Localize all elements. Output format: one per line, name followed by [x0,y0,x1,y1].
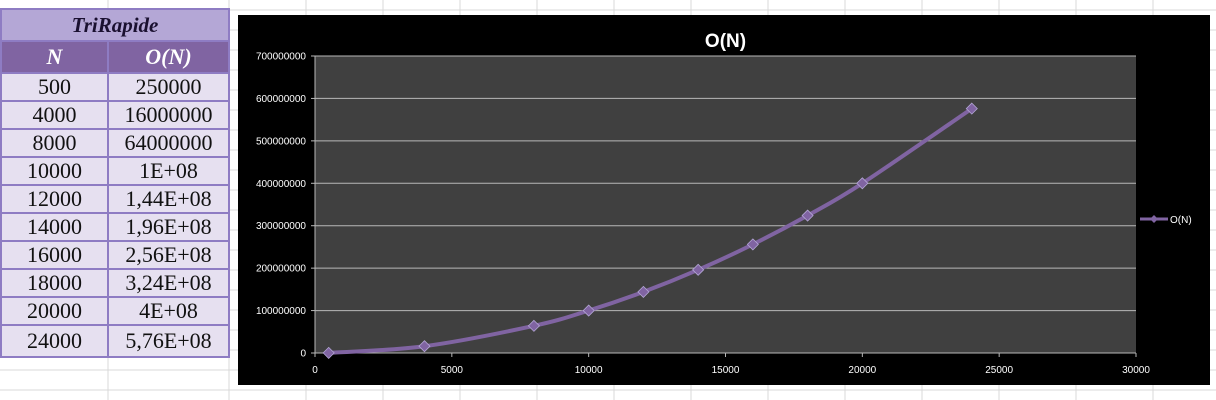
table-row: 8000 64000000 [0,128,230,158]
data-point-marker [637,285,650,298]
cell-o-n: 1,96E+08 [107,212,230,242]
cell-n: 10000 [0,156,109,186]
x-tick-label: 25000 [985,365,1013,376]
y-tick-label: 200000000 [256,264,306,275]
x-tick-label: 30000 [1122,365,1150,376]
data-point-marker [527,319,540,332]
chart-area[interactable]: O(N) 0 100000000 200000000 300000000 40000000… [238,15,1210,385]
data-point-marker [418,340,431,353]
data-point-marker [856,177,869,190]
cell-n: 12000 [0,184,109,214]
cell-o-n: 5,76E+08 [107,324,230,358]
trirapide-table: TriRapide N O(N) 500 250000 4000 1600000… [0,8,230,358]
cell-o-n: 250000 [107,72,230,102]
cell-n: 16000 [0,240,109,270]
header-n: N [0,40,109,74]
cell-o-n: 2,56E+08 [107,240,230,270]
header-o-n: O(N) [107,40,230,74]
line-chart: O(N) 0 100000000 200000000 300000000 40000000… [256,31,1192,376]
table-row: 10000 1E+08 [0,156,230,186]
y-tick-label: 600000000 [256,94,306,105]
x-tick-label: 5000 [441,365,464,376]
y-tick-label: 300000000 [256,221,306,232]
cell-n: 14000 [0,212,109,242]
data-point-marker [746,238,759,251]
cell-n: 18000 [0,268,109,298]
x-tick-label: 10000 [575,365,603,376]
legend-label: O(N) [1170,215,1192,226]
cell-n: 500 [0,72,109,102]
table-row: 500 250000 [0,72,230,102]
chart-title: O(N) [705,31,746,52]
cell-n: 4000 [0,100,109,130]
table-row: 16000 2,56E+08 [0,240,230,270]
table-row: 14000 1,96E+08 [0,212,230,242]
cell-o-n: 16000000 [107,100,230,130]
cell-o-n: 3,24E+08 [107,268,230,298]
cell-o-n: 1,44E+08 [107,184,230,214]
cell-n: 20000 [0,296,109,326]
x-tick-label: 20000 [848,365,876,376]
table-row: 12000 1,44E+08 [0,184,230,214]
y-tick-label: 100000000 [256,306,306,317]
cell-o-n: 64000000 [107,128,230,158]
y-tick-label: 400000000 [256,179,306,190]
data-point-marker [582,304,595,317]
x-tick-label: 0 [312,365,318,376]
cell-o-n: 1E+08 [107,156,230,186]
x-tick-label: 15000 [712,365,740,376]
table-row: 4000 16000000 [0,100,230,130]
data-point-marker [965,102,978,115]
table-row: 20000 4E+08 [0,296,230,326]
cell-n: 24000 [0,324,109,358]
y-tick-label: 500000000 [256,136,306,147]
data-point-marker [801,209,814,222]
cell-o-n: 4E+08 [107,296,230,326]
series-line [328,106,973,355]
plot-area [315,56,1136,353]
table-row: 24000 5,76E+08 [0,324,230,358]
table-title: TriRapide [0,8,230,42]
data-point-marker [692,263,705,276]
cell-n: 8000 [0,128,109,158]
y-tick-label: 700000000 [256,52,306,63]
legend-marker [1150,215,1158,223]
y-tick-label: 0 [300,349,306,360]
data-point-marker [322,346,335,359]
table-row: 18000 3,24E+08 [0,268,230,298]
